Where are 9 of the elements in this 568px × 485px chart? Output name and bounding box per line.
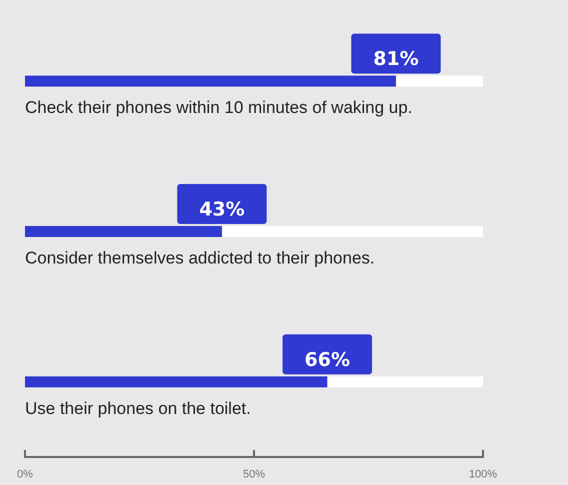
data-label: 66% [304,348,350,371]
data-label: 43% [199,198,245,220]
x-tick-label: 50% [242,468,266,480]
y-tick-label: Check their phones within 10 minutes of waking up. [25,98,412,118]
x-tick-label: 0% [17,468,34,480]
y-tick-label: Consider themselves addicted to their phones. [25,248,375,268]
data-label: 81% [373,48,419,70]
x-tick-label: 100% [468,468,498,480]
y-tick-label: Use their phones on the toilet. [25,398,251,418]
